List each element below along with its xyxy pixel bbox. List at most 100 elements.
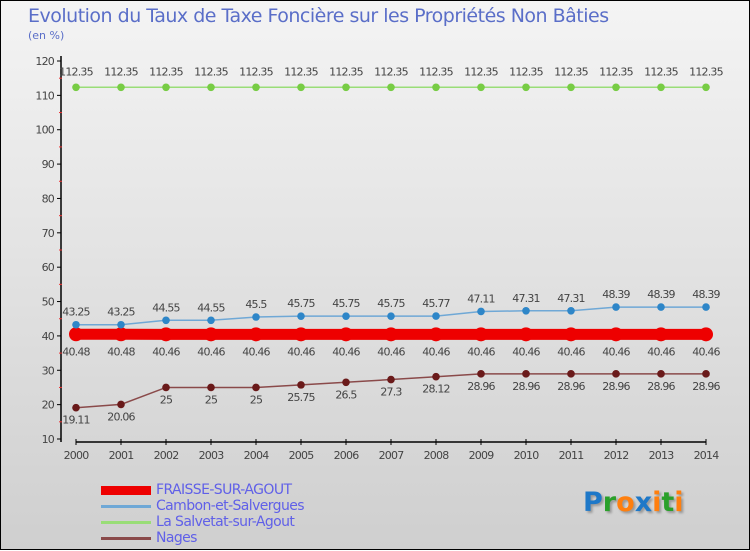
data-point xyxy=(612,370,620,378)
x-tick-label: 2009 xyxy=(469,449,495,462)
logo-letter: P xyxy=(583,487,603,518)
data-label: 43.25 xyxy=(107,306,135,319)
data-point xyxy=(612,303,620,311)
data-point xyxy=(162,83,170,91)
y-tick-label: 120 xyxy=(35,55,54,68)
data-point xyxy=(432,83,440,91)
data-point xyxy=(567,370,575,378)
x-tick-label: 2008 xyxy=(424,449,450,462)
data-label: 40.46 xyxy=(467,345,495,358)
data-point xyxy=(432,373,440,381)
data-label: 112.35 xyxy=(599,65,633,78)
data-label: 40.48 xyxy=(107,345,135,358)
y-tick-label: 10 xyxy=(42,433,55,446)
data-label: 40.46 xyxy=(287,345,315,358)
data-label: 48.39 xyxy=(647,288,675,301)
data-point xyxy=(207,83,215,91)
data-label: 112.35 xyxy=(329,65,363,78)
data-point xyxy=(657,83,665,91)
data-label: 112.35 xyxy=(194,65,228,78)
data-label: 112.35 xyxy=(374,65,408,78)
data-point xyxy=(339,327,353,341)
data-point xyxy=(567,307,575,315)
data-point xyxy=(297,83,305,91)
data-label: 19.11 xyxy=(62,414,90,427)
data-point xyxy=(522,83,530,91)
data-label: 112.35 xyxy=(149,65,183,78)
data-point xyxy=(654,327,668,341)
data-point xyxy=(387,376,395,384)
data-point xyxy=(117,83,125,91)
data-label: 28.96 xyxy=(467,380,495,393)
data-label: 40.46 xyxy=(242,345,270,358)
x-tick-label: 2005 xyxy=(289,449,315,462)
data-point xyxy=(657,370,665,378)
data-point xyxy=(114,327,128,341)
data-label: 45.75 xyxy=(377,297,405,310)
logo-letter: o xyxy=(616,487,635,518)
legend-swatch xyxy=(101,505,151,508)
y-tick-label: 20 xyxy=(42,399,55,412)
data-label: 40.48 xyxy=(62,345,90,358)
data-label: 112.35 xyxy=(644,65,678,78)
data-label: 28.96 xyxy=(557,380,585,393)
data-label: 28.12 xyxy=(422,383,450,396)
legend-label: Cambon-et-Salvergues xyxy=(156,498,304,514)
x-tick-label: 2000 xyxy=(64,449,90,462)
x-tick-label: 2007 xyxy=(379,449,405,462)
data-label: 45.75 xyxy=(332,297,360,310)
data-label: 40.46 xyxy=(512,345,540,358)
data-point xyxy=(249,327,263,341)
data-point xyxy=(702,370,710,378)
data-label: 44.55 xyxy=(152,301,180,314)
data-point xyxy=(252,384,260,392)
data-point xyxy=(252,313,260,321)
logo-letter: x xyxy=(635,487,652,518)
data-label: 45.5 xyxy=(245,298,267,311)
data-point xyxy=(699,327,713,341)
x-tick-label: 2003 xyxy=(199,449,225,462)
x-tick-label: 2011 xyxy=(559,449,584,462)
data-point xyxy=(342,312,350,320)
data-point xyxy=(522,370,530,378)
data-point xyxy=(564,327,578,341)
legend-label: Nages xyxy=(156,530,197,546)
data-point xyxy=(294,327,308,341)
data-point xyxy=(159,327,173,341)
data-label: 25 xyxy=(205,393,218,406)
data-label: 47.31 xyxy=(557,292,585,305)
data-label: 28.96 xyxy=(647,380,675,393)
data-point xyxy=(117,321,125,329)
legend-swatch xyxy=(101,537,151,540)
logo-letter: r xyxy=(603,487,616,518)
data-label: 26.5 xyxy=(335,388,357,401)
data-point xyxy=(72,404,80,412)
legend-swatch xyxy=(101,486,151,495)
data-point xyxy=(117,401,125,409)
data-point xyxy=(162,316,170,324)
x-tick-label: 2013 xyxy=(649,449,675,462)
data-point xyxy=(519,327,533,341)
data-label: 28.96 xyxy=(602,380,630,393)
data-point xyxy=(612,83,620,91)
data-point xyxy=(69,327,83,341)
data-label: 112.35 xyxy=(239,65,273,78)
data-point xyxy=(72,83,80,91)
logo-letter: i xyxy=(652,487,661,518)
x-tick-label: 2006 xyxy=(334,449,360,462)
data-label: 40.46 xyxy=(602,345,630,358)
data-label: 40.46 xyxy=(557,345,585,358)
y-tick-label: 50 xyxy=(42,296,55,309)
data-point xyxy=(702,303,710,311)
data-point xyxy=(342,379,350,387)
data-label: 20.06 xyxy=(107,410,135,423)
data-point xyxy=(387,83,395,91)
data-label: 40.46 xyxy=(647,345,675,358)
legend-label: La Salvetat-sur-Agout xyxy=(156,514,294,530)
data-label: 112.35 xyxy=(689,65,723,78)
data-label: 44.55 xyxy=(197,301,225,314)
y-tick-label: 60 xyxy=(42,261,55,274)
legend-label: FRAISSE-SUR-AGOUT xyxy=(156,482,291,498)
